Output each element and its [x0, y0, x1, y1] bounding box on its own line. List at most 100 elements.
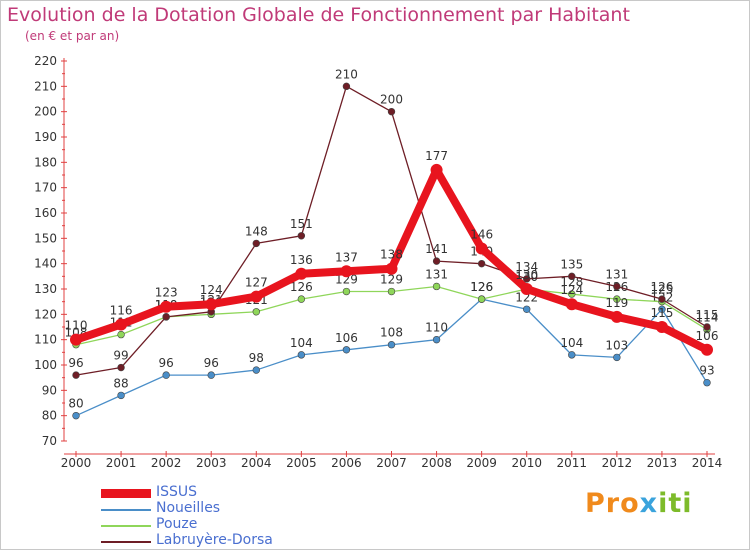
data-label: 108 [380, 326, 403, 340]
data-label: 116 [110, 303, 133, 317]
data-point [297, 295, 306, 303]
data-label: 151 [290, 217, 313, 231]
x-tick-label: 2004 [241, 456, 272, 470]
y-tick-label: 140 [34, 257, 57, 271]
legend-swatch [101, 489, 151, 498]
data-point [565, 298, 578, 311]
data-point [432, 257, 441, 265]
y-tick-label: 110 [34, 333, 57, 347]
data-label: 106 [696, 329, 719, 343]
data-point [252, 366, 260, 374]
legend-swatch [101, 509, 151, 511]
data-point [658, 295, 666, 303]
legend-label: ISSUS [156, 484, 198, 500]
y-tick-label: 210 [34, 79, 57, 93]
data-point [205, 298, 218, 311]
y-tick-label: 80 [42, 409, 57, 423]
x-tick-label: 2010 [511, 456, 542, 470]
data-label: 131 [605, 267, 628, 281]
data-label: 125 [650, 283, 673, 297]
x-tick-label: 2012 [602, 456, 633, 470]
data-point [385, 262, 398, 275]
data-label: 80 [68, 397, 83, 411]
x-tick-label: 2000 [61, 456, 92, 470]
y-tick-label: 100 [34, 358, 57, 372]
data-point [162, 313, 170, 321]
data-label: 126 [470, 280, 493, 294]
data-point [613, 295, 621, 303]
data-point [342, 346, 351, 354]
data-label: 131 [425, 267, 448, 281]
legend-swatch [101, 525, 151, 527]
data-label: 129 [335, 273, 358, 287]
data-point [430, 163, 443, 176]
y-tick-label: 220 [34, 54, 57, 68]
logo-part-x: x [639, 488, 659, 519]
data-label: 141 [425, 242, 448, 256]
data-label: 103 [605, 338, 628, 352]
data-label: 114 [696, 311, 719, 325]
legend-item: Noueilles [101, 500, 361, 517]
data-label: 106 [335, 331, 358, 345]
data-point [297, 351, 306, 359]
series-noueilles: 808896969810410610811012612210410312293 [68, 280, 715, 420]
data-label: 96 [68, 356, 83, 370]
data-label: 148 [245, 224, 268, 238]
y-tick-label: 130 [34, 282, 57, 296]
legend-item: ISSUS [101, 484, 361, 501]
x-tick-label: 2009 [466, 456, 497, 470]
y-tick-label: 90 [42, 383, 57, 397]
data-point [295, 267, 308, 280]
data-label: 115 [696, 308, 719, 322]
logo-part-pro: Pro [585, 488, 640, 519]
chart-subtitle: (en € et par an) [25, 29, 120, 43]
data-point [610, 310, 623, 323]
y-tick-label: 180 [34, 155, 57, 169]
x-tick-label: 2014 [692, 456, 723, 470]
data-label: 137 [335, 250, 358, 264]
data-point [432, 335, 441, 344]
y-tick-label: 190 [34, 130, 57, 144]
data-point [568, 351, 576, 359]
data-label: 134 [515, 260, 538, 274]
data-label: 88 [113, 376, 128, 390]
data-label: 126 [470, 280, 493, 294]
data-label: 124 [200, 283, 223, 297]
legend-label: Noueilles [156, 500, 221, 516]
data-label: 123 [155, 286, 178, 300]
data-label: 124 [560, 283, 583, 297]
x-tick-label: 2005 [286, 456, 317, 470]
data-label: 126 [290, 280, 313, 294]
data-point [520, 283, 533, 295]
data-point [613, 353, 621, 362]
data-point [207, 371, 215, 379]
data-label: 119 [605, 296, 628, 310]
data-point [613, 282, 621, 291]
legend-label: Labruyère-Dorsa [156, 532, 273, 548]
data-label: 135 [560, 257, 583, 271]
legend-swatch [101, 541, 151, 543]
data-label: 138 [380, 248, 403, 262]
logo-part-iti: iti [658, 488, 693, 519]
y-tick-label: 170 [34, 181, 57, 195]
data-point [70, 333, 82, 346]
y-tick-label: 200 [34, 105, 57, 119]
proxiti-logo[interactable]: Proxiti [585, 488, 693, 519]
data-point [387, 287, 396, 296]
y-tick-label: 150 [34, 231, 57, 245]
data-point [523, 275, 531, 283]
data-label: 146 [470, 227, 493, 241]
data-label: 104 [560, 336, 583, 350]
data-point [340, 265, 353, 278]
y-tick-label: 160 [34, 206, 57, 220]
data-label: 110 [425, 321, 448, 335]
data-point [655, 321, 668, 333]
data-point [162, 371, 170, 379]
legend-item: Pouze [101, 516, 361, 533]
x-tick-label: 2001 [106, 456, 137, 470]
x-tick-label: 2008 [421, 456, 452, 470]
data-point [115, 318, 128, 331]
data-label: 128 [560, 275, 583, 289]
